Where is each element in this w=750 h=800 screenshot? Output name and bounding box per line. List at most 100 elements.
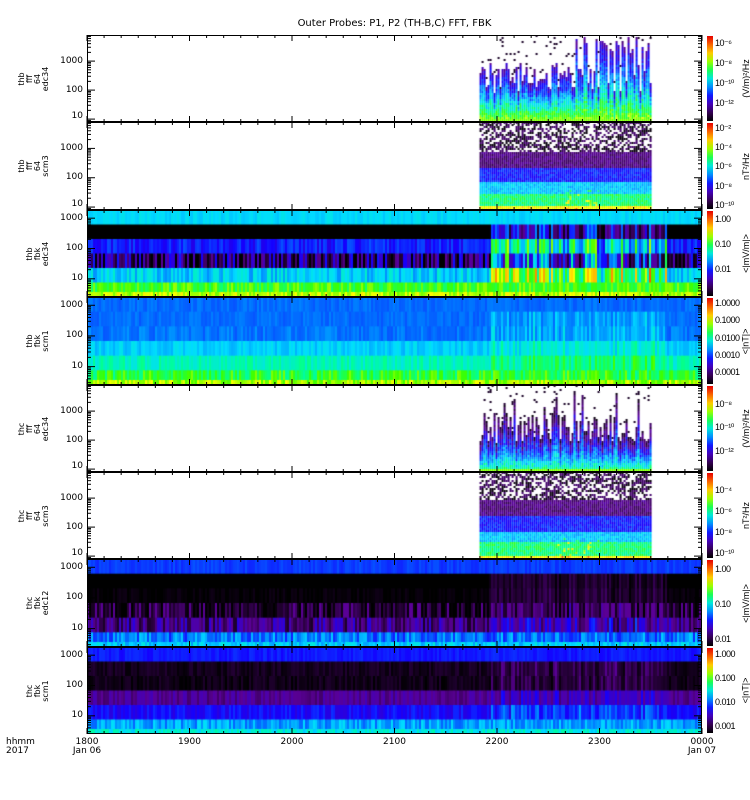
colorbar-unit-label: nT²/Hz (740, 502, 750, 529)
y-tick-label: 100 (65, 84, 83, 95)
spectrogram-thb-fbk-scm1 (87, 297, 702, 385)
colorbar-unit-label: nT²/Hz (740, 152, 750, 180)
plot-title: Outer Probes: P1, P2 (TH-B,C) FFT, FBK (297, 18, 492, 29)
spectrogram-thc-fbk-edc12 (87, 559, 702, 647)
colorbar-tick-label: 10⁻⁸ (715, 57, 732, 68)
y-tick-label: 1000 (60, 212, 83, 223)
y-tick-label: 10 (71, 199, 83, 209)
panel-thb-fbk-edc34 (86, 210, 703, 297)
panel-label-thc-fff-64-scm3: thc fff 64 scm3 (17, 496, 50, 536)
colorbar-tick-label: 0.10 (715, 238, 731, 249)
y-tick-label: 100 (65, 679, 83, 690)
panel-thc-fff-64-scm3 (86, 472, 703, 560)
y-tick-label: 10 (71, 361, 83, 372)
panel-label-thb-fbk-scm1: thb fbk scm1 (25, 321, 50, 361)
colorbar-thc-fff-64-scm3 (707, 473, 713, 558)
colorbar-unit-label: (V/m)²/Hz (740, 409, 750, 448)
colorbar-unit-label: <|nT|> (740, 328, 750, 354)
colorbar-thb-fff-64-edc34 (707, 36, 713, 121)
spectrogram-thb-fff-64-scm3 (87, 122, 702, 210)
x-tick-time: 2100 (383, 737, 406, 747)
colorbar-tick-label: 0.001 (715, 721, 736, 732)
panel-label-thc-fbk-edc12: thc fbk edc12 (25, 583, 50, 623)
panel-thb-fbk-scm1 (86, 297, 703, 385)
panel-axes (86, 385, 703, 473)
y-tick-label: 1000 (60, 405, 83, 416)
panel-axes (86, 122, 703, 211)
colorbar-tick-label: 10⁻⁶ (715, 505, 732, 516)
x-axis-unit-label: hhmm (6, 737, 35, 747)
x-tick-label: 1900 (165, 738, 215, 747)
y-tick-label: 10 (71, 461, 83, 471)
colorbar-tick-label: 10⁻⁶ (715, 37, 732, 48)
panel-label-line: edc34 (41, 416, 50, 441)
colorbar-tick-label: 10⁻¹⁰ (715, 199, 734, 210)
colorbar-tick-label: 10⁻⁸ (715, 526, 732, 537)
colorbar-tick-label: 0.1000 (715, 315, 740, 326)
colorbar-thc-fbk-scm1 (707, 648, 713, 733)
panel-label-line: edc34 (41, 241, 50, 266)
y-tick-label: 1000 (60, 299, 83, 310)
colorbar-thc-fbk-edc12 (707, 560, 713, 646)
colorbar-tick-label: 10⁻¹² (715, 445, 734, 456)
panel-label-line: edc34 (41, 66, 50, 91)
panel-label-line: scm1 (41, 679, 50, 702)
colorbar-tick-label: 10⁻⁸ (715, 180, 732, 191)
colorbar-tick-label: 10⁻² (715, 123, 731, 134)
colorbar-tick-label: 1.00 (715, 213, 731, 224)
panel-frame (87, 559, 702, 647)
panel-thc-fbk-scm1 (86, 647, 703, 734)
x-tick-time: 2200 (485, 737, 509, 747)
panel-label-thb-fff-64-edc34: thb fff 64 edc34 (17, 59, 50, 99)
panel-frame (87, 122, 702, 210)
panel-axes (86, 647, 703, 734)
panel-label-line: edc12 (41, 590, 50, 616)
colorbar-thb-fbk-scm1 (707, 298, 713, 384)
y-tick-label: 1000 (60, 492, 83, 503)
x-tick-date: Jan 06 (72, 746, 102, 756)
y-tick-label: 100 (65, 434, 83, 445)
colorbar-tick-label: 0.0010 (715, 349, 740, 360)
x-tick-label: 2000 (267, 738, 317, 747)
colorbar-tick-label: 1.00 (715, 563, 731, 574)
panel-frame (87, 210, 702, 297)
colorbar-tick-label: 0.10 (715, 599, 731, 610)
panel-label-thc-fff-64-edc34: thc fff 64 edc34 (17, 409, 50, 449)
panel-frame (87, 472, 702, 559)
spectrogram-thc-fff-64-edc34 (87, 385, 702, 472)
panel-thb-fff-64-scm3 (86, 122, 703, 211)
x-tick-time: 1900 (178, 737, 201, 747)
colorbar-unit-label: <|nT|> (740, 677, 750, 704)
y-tick-label: 100 (65, 330, 83, 341)
colorbar-tick-label: 10⁻¹⁰ (715, 548, 734, 559)
colorbar-tick-label: 10⁻¹⁰ (715, 77, 734, 88)
panel-axes (86, 35, 703, 123)
colorbar-tick-label: 10⁻¹² (715, 97, 734, 108)
y-tick-label: 10 (71, 111, 83, 121)
y-tick-label: 10 (71, 273, 83, 284)
panel-label-line: scm1 (41, 330, 50, 352)
spectrogram-thb-fbk-edc34 (87, 210, 702, 297)
colorbar-tick-label: 0.0100 (715, 332, 740, 343)
colorbar-tick-label: 1.000 (715, 649, 736, 660)
x-tick-label: 2300 (575, 738, 625, 747)
y-tick-label: 10 (71, 548, 83, 558)
y-tick-label: 1000 (60, 142, 83, 153)
colorbar-tick-label: 0.0001 (715, 366, 740, 377)
panel-label-line: scm3 (41, 155, 50, 177)
y-tick-label: 100 (65, 242, 83, 253)
y-tick-label: 100 (65, 521, 83, 532)
panel-axes (86, 297, 703, 385)
panel-axes (86, 559, 703, 647)
y-tick-label: 100 (65, 592, 83, 603)
panel-axes (86, 210, 703, 297)
x-axis-header: hhmm 2017 (6, 738, 35, 756)
colorbar-tick-label: 10⁻¹⁰ (715, 422, 734, 433)
y-tick-label: 100 (65, 172, 83, 183)
colorbar-thc-fff-64-edc34 (707, 386, 713, 471)
y-tick-label: 10 (71, 623, 83, 634)
panel-label-thb-fff-64-scm3: thb fff 64 scm3 (17, 146, 50, 186)
x-tick-label: 2100 (370, 738, 420, 747)
x-tick-label: 2200 (472, 738, 522, 747)
x-tick-label: 0000 Jan 07 (677, 738, 727, 756)
